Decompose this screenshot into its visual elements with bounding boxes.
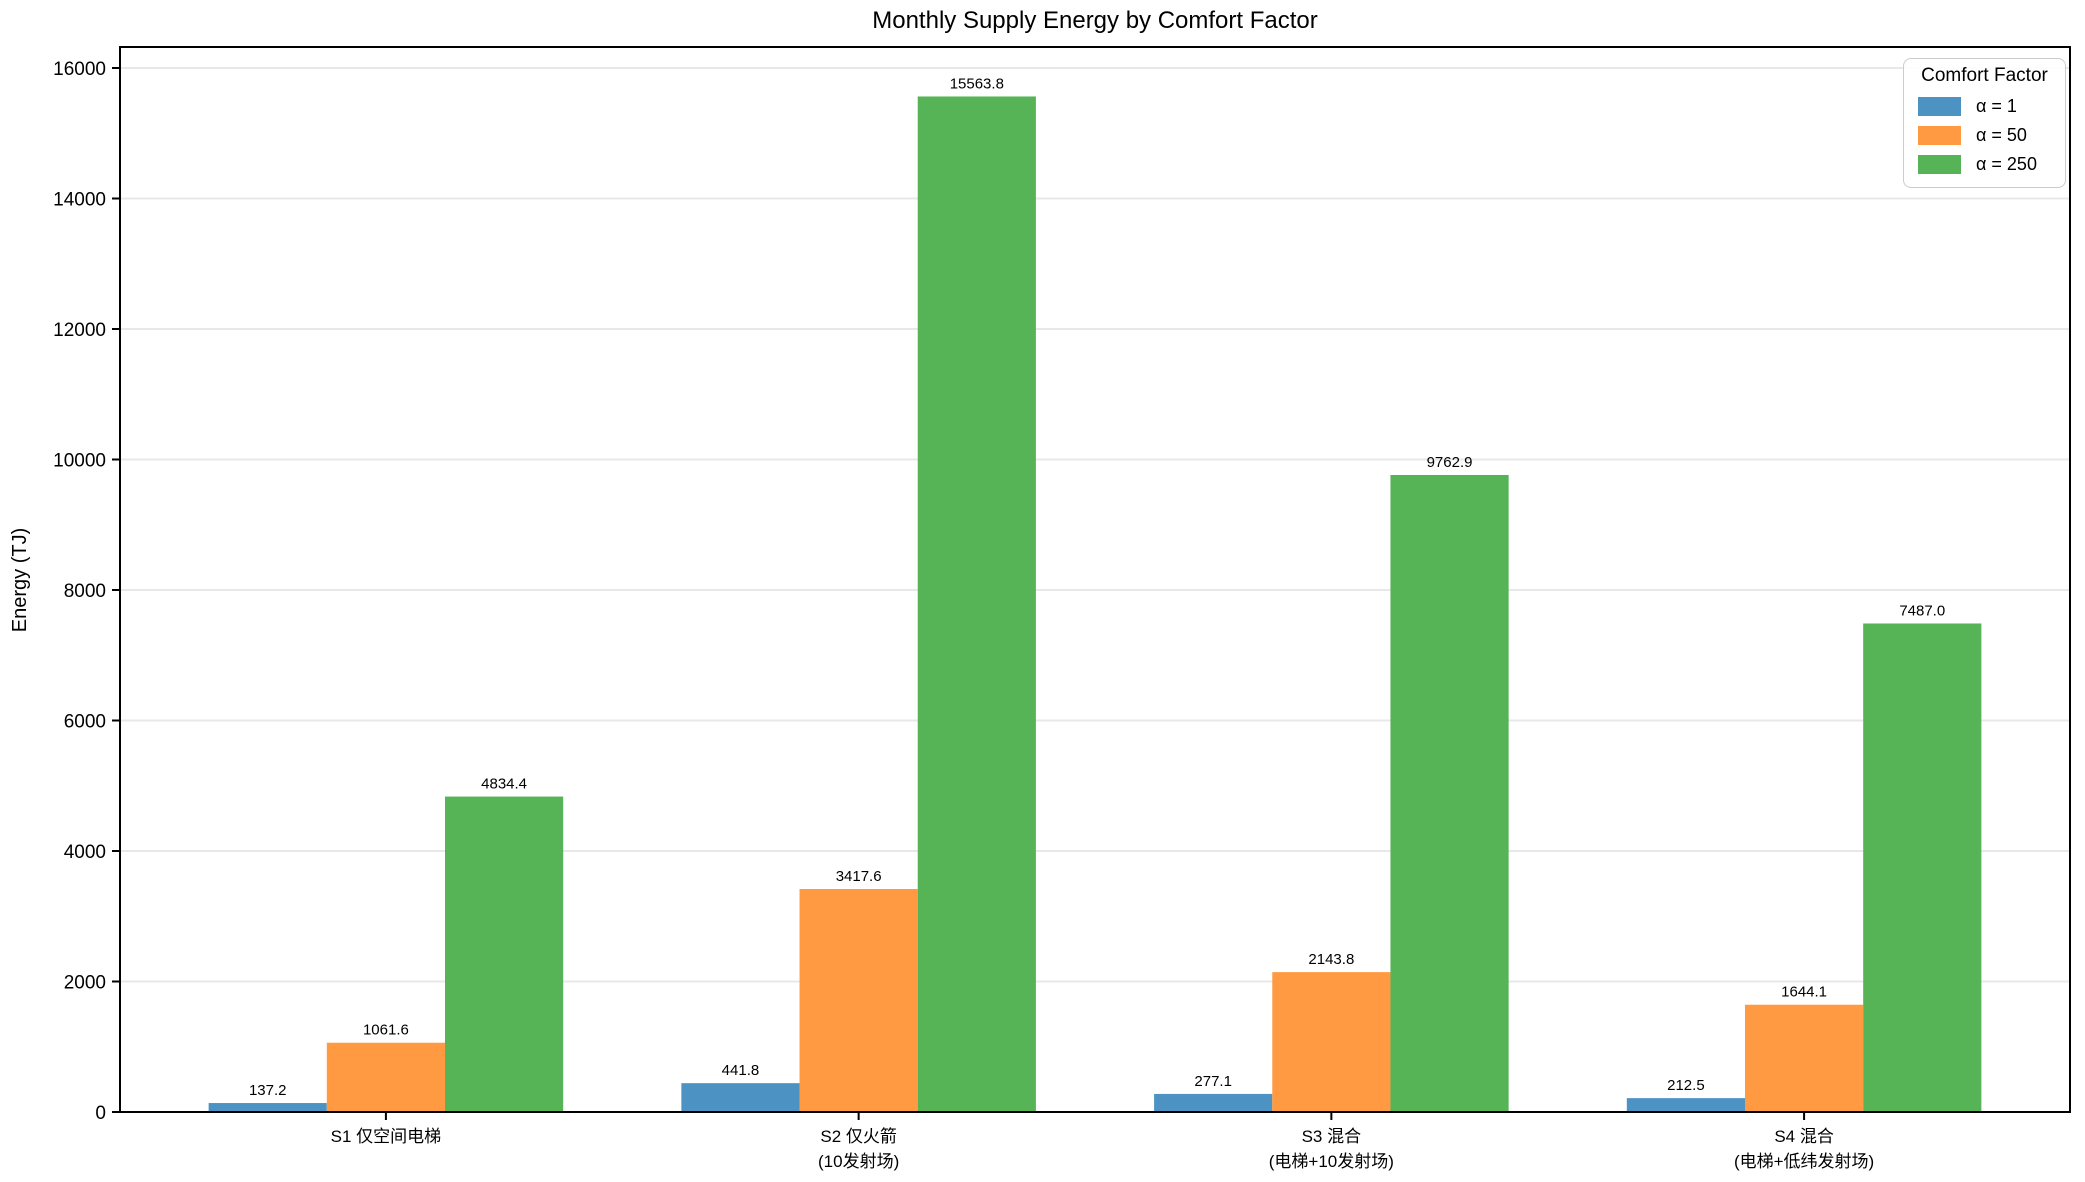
bar xyxy=(1154,1093,1273,1112)
legend-label-alpha-250: α = 250 xyxy=(1976,154,2037,174)
bar-value-label: 9762.9 xyxy=(1427,454,1473,471)
legend-swatch-alpha-50 xyxy=(1918,126,1961,145)
bar xyxy=(445,796,564,1112)
plot-frame xyxy=(119,46,2071,1113)
y-tick-label: 0 xyxy=(95,1103,106,1124)
bar xyxy=(208,1103,327,1112)
y-tick-label: 4000 xyxy=(64,842,106,863)
legend-item: α = 250 xyxy=(1904,150,2065,179)
bar xyxy=(1863,623,1982,1112)
legend-label-alpha-1: α = 1 xyxy=(1976,96,2017,116)
legend-title: Comfort Factor xyxy=(1921,65,2048,86)
legend-swatch-alpha-250 xyxy=(1918,155,1961,174)
x-tick-label: S1 仅空间电梯 xyxy=(331,1127,442,1146)
bar xyxy=(1745,1004,1864,1112)
bar-value-label: 277.1 xyxy=(1194,1073,1232,1090)
bar-value-label: 1644.1 xyxy=(1781,984,1827,1001)
bar-value-label: 137.2 xyxy=(249,1082,287,1099)
bar xyxy=(681,1083,800,1112)
y-tick-label: 10000 xyxy=(53,451,106,472)
bar xyxy=(1272,972,1391,1112)
x-tick-label: S2 仅火箭(10发射场) xyxy=(818,1127,899,1171)
legend-swatch-alpha-1 xyxy=(1918,97,1961,116)
bar xyxy=(917,96,1036,1113)
bar xyxy=(1390,474,1509,1112)
bar xyxy=(1626,1098,1745,1112)
bar-value-label: 2143.8 xyxy=(1308,951,1354,968)
y-tick-label: 6000 xyxy=(64,712,106,733)
chart-title: Monthly Supply Energy by Comfort Factor xyxy=(872,7,1318,34)
legend: Comfort Factor α = 1 α = 50 α = 250 xyxy=(1903,58,2066,188)
y-tick-label: 16000 xyxy=(53,59,106,80)
legend-label-alpha-50: α = 50 xyxy=(1976,125,2027,145)
bar-value-label: 1061.6 xyxy=(363,1022,409,1039)
bar-value-label: 4834.4 xyxy=(481,776,527,793)
x-tick-label: S4 混合(电梯+低纬发射场) xyxy=(1734,1127,1874,1171)
y-axis-label: Energy (TJ) xyxy=(9,528,31,632)
bar xyxy=(799,889,918,1112)
y-tick-label: 2000 xyxy=(64,973,106,994)
bar-value-label: 441.8 xyxy=(722,1062,760,1079)
y-tick-label: 14000 xyxy=(53,190,106,211)
bar-value-label: 212.5 xyxy=(1667,1077,1705,1094)
bar-value-label: 7487.0 xyxy=(1899,602,1945,619)
y-tick-label: 12000 xyxy=(53,320,106,341)
legend-item: α = 1 xyxy=(1904,92,2065,121)
bar-value-label: 15563.8 xyxy=(950,75,1004,92)
bar-value-label: 3417.6 xyxy=(836,868,882,885)
legend-item: α = 50 xyxy=(1904,121,2065,150)
y-tick-label: 8000 xyxy=(64,581,106,602)
x-tick-label: S3 混合(电梯+10发射场) xyxy=(1269,1127,1394,1171)
bar xyxy=(326,1042,445,1112)
